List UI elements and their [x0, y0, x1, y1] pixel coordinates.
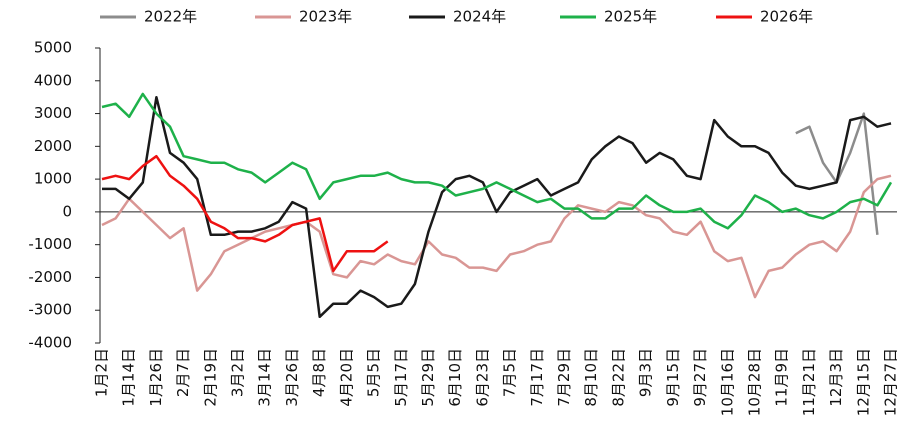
y-tick-label: -2000 — [28, 268, 72, 286]
y-tick-label: 2000 — [34, 137, 72, 155]
x-tick-label: 10月28日 — [745, 348, 763, 416]
x-tick-label: 6月23日 — [473, 348, 491, 407]
legend-label: 2025年 — [604, 8, 657, 26]
legend-label: 2024年 — [453, 8, 506, 26]
series-line — [102, 95, 892, 319]
x-tick-label: 6月10日 — [446, 348, 464, 407]
series-line — [101, 154, 389, 273]
legend-label: 2022年 — [144, 8, 197, 26]
x-tick-label: 4月8日 — [310, 348, 328, 397]
x-tick-label: 8月22日 — [609, 348, 627, 407]
x-tick-label: 4月20日 — [337, 348, 355, 407]
x-tick-label: 7月29日 — [555, 348, 573, 407]
x-tick-label: 7月17日 — [528, 348, 546, 407]
x-tick-label: 3月26日 — [283, 348, 301, 407]
x-tick-label: 8月10日 — [582, 348, 600, 407]
y-tick-label: 4000 — [34, 71, 72, 89]
x-tick-label: 9月15日 — [664, 348, 682, 407]
x-tick-label: 1月26日 — [147, 348, 165, 407]
x-tick-label: 5月5日 — [365, 348, 383, 397]
y-tick-label: -4000 — [28, 334, 72, 352]
series-line — [101, 92, 893, 230]
x-tick-label: 11月21日 — [800, 348, 818, 416]
x-tick-label: 2月7日 — [174, 348, 192, 397]
x-tick-label: 9月3日 — [637, 348, 655, 397]
x-tick-label: 12月3日 — [827, 348, 845, 407]
y-tick-label: 3000 — [34, 104, 72, 122]
legend-label: 2023年 — [299, 8, 352, 26]
x-tick-label: 12月15日 — [854, 348, 872, 416]
x-tick-label: 2月19日 — [201, 348, 219, 407]
series-line — [101, 174, 892, 299]
x-tick-label: 1月2日 — [93, 348, 111, 397]
x-tick-label: 5月17日 — [392, 348, 410, 407]
y-tick-label: 0 — [62, 202, 72, 220]
series-line — [795, 112, 879, 235]
x-tick-label: 7月5日 — [501, 348, 519, 397]
x-tick-label: 5月29日 — [419, 348, 437, 407]
y-tick-label: 5000 — [34, 39, 72, 57]
y-tick-label: -3000 — [28, 301, 72, 319]
x-tick-label: 9月27日 — [691, 348, 709, 407]
x-tick-label: 1月14日 — [120, 348, 138, 407]
x-tick-label: 12月27日 — [882, 348, 900, 416]
x-tick-label: 3月2日 — [229, 348, 247, 397]
x-tick-label: 10月16日 — [718, 348, 736, 416]
y-tick-label: -1000 — [28, 235, 72, 253]
x-tick-label: 3月14日 — [256, 348, 274, 407]
y-tick-label: 1000 — [34, 170, 72, 188]
legend-label: 2026年 — [760, 8, 813, 26]
x-tick-label: 11月9日 — [773, 348, 791, 407]
